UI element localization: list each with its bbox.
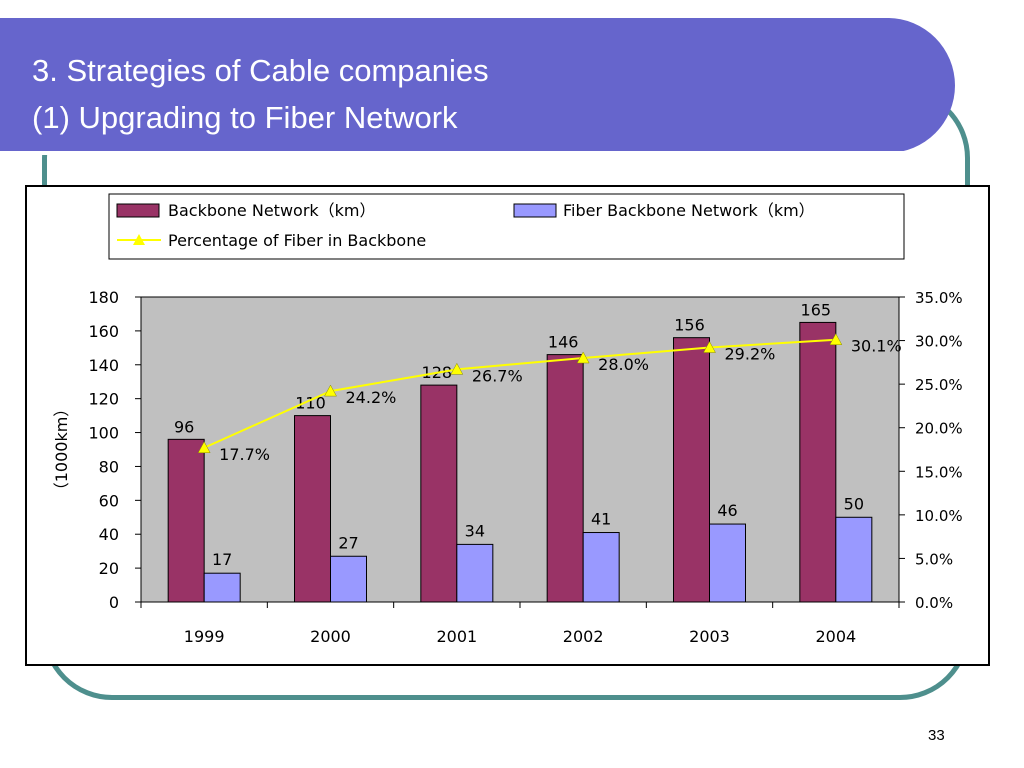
legend-swatch-fiber	[513, 203, 557, 218]
backbone-bar	[167, 438, 205, 603]
percentage-marker	[703, 341, 716, 353]
y2-tick-label: 25.0%	[915, 376, 963, 394]
fiber-bar	[835, 516, 873, 603]
slide-subtitle: (1) Upgrading to Fiber Network	[32, 100, 458, 135]
percentage-marker	[450, 362, 464, 375]
backbone-bar	[673, 337, 710, 603]
fiber-value-label: 50	[844, 494, 864, 513]
x-tick-label: 1999	[184, 627, 225, 646]
fiber-value-label: 27	[338, 533, 358, 552]
fiber-value-label: 34	[465, 521, 485, 540]
x-tick-label: 2004	[815, 627, 856, 646]
legend-marker-percentage	[133, 234, 145, 245]
fiber-bar	[709, 523, 746, 603]
legend-swatch-backbone	[116, 203, 160, 218]
y-axis-title: （1000km）	[52, 401, 71, 499]
backbone-bar	[546, 354, 584, 603]
plot-area	[140, 296, 900, 603]
y-tick-label: 0	[109, 593, 119, 612]
backbone-value-label: 146	[548, 333, 579, 352]
backbone-value-label: 156	[674, 316, 705, 335]
y2-tick-label: 5.0%	[915, 550, 953, 568]
y-tick-label: 20	[99, 559, 119, 578]
fiber-value-label: 46	[717, 501, 737, 520]
x-tick-label: 2002	[563, 627, 604, 646]
x-tick-label: 2003	[689, 627, 730, 646]
y-tick-label: 160	[88, 322, 119, 341]
backbone-value-label: 96	[174, 417, 194, 436]
y2-tick-label: 30.0%	[915, 333, 963, 351]
backbone-bar	[420, 384, 458, 603]
y-tick-label: 120	[88, 390, 119, 409]
backbone-value-label: 110	[295, 394, 326, 413]
backbone-bar	[294, 415, 331, 603]
y2-tick-label: 20.0%	[915, 420, 963, 438]
title-band: 3. Strategies of Cable companies (1) Upg…	[0, 18, 955, 155]
backbone-bar	[799, 321, 837, 603]
legend-label-backbone: Backbone Network（km）	[168, 201, 376, 220]
y2-tick-label: 0.0%	[915, 594, 953, 612]
legend-box	[108, 193, 905, 260]
y-tick-label: 80	[99, 457, 119, 476]
chart-container: 0 20 40 60 80 100 120 140 160 180 0.0% 5.0% 10.0% 15.…	[25, 185, 990, 666]
percentage-line	[203, 338, 836, 449]
y-tick-label: 60	[99, 491, 119, 510]
fiber-value-label: 41	[591, 510, 611, 529]
percentage-value-label: 17.7%	[219, 445, 270, 464]
fiber-bar	[330, 555, 367, 603]
y2-tick-label: 35.0%	[915, 289, 963, 307]
fiber-bar	[582, 532, 620, 603]
percentage-marker	[576, 351, 590, 364]
percentage-value-label: 24.2%	[346, 388, 397, 407]
y2-tick-label: 15.0%	[915, 463, 963, 481]
percentage-marker	[324, 384, 337, 397]
percentage-value-label: 30.1%	[851, 337, 902, 356]
percentage-value-label: 29.2%	[725, 345, 776, 364]
y-tick-label: 140	[88, 356, 119, 375]
y-tick-label: 100	[88, 424, 119, 443]
fiber-value-label: 17	[212, 550, 232, 569]
fiber-bar	[456, 543, 494, 603]
x-tick-label: 2001	[436, 627, 477, 646]
percentage-marker	[197, 441, 211, 454]
percentage-marker	[829, 333, 843, 345]
y2-tick-label: 10.0%	[915, 507, 963, 525]
legend-label-fiber: Fiber Backbone Network（km）	[563, 201, 815, 220]
percentage-value-label: 28.0%	[598, 355, 649, 374]
combo-chart: 0 20 40 60 80 100 120 140 160 180 0.0% 5.0% 10.0% 15.…	[52, 193, 963, 646]
fiber-bar	[203, 572, 241, 603]
backbone-value-label: 165	[801, 300, 832, 319]
legend-label-percentage: Percentage of Fiber in Backbone	[168, 231, 426, 250]
title-underline	[0, 151, 905, 155]
page-number: 33	[928, 727, 945, 744]
y-tick-label: 180	[88, 288, 119, 307]
y-tick-label: 40	[99, 525, 119, 544]
x-tick-label: 2000	[310, 627, 351, 646]
slide-title: 3. Strategies of Cable companies	[32, 53, 489, 88]
percentage-value-label: 26.7%	[472, 366, 523, 385]
